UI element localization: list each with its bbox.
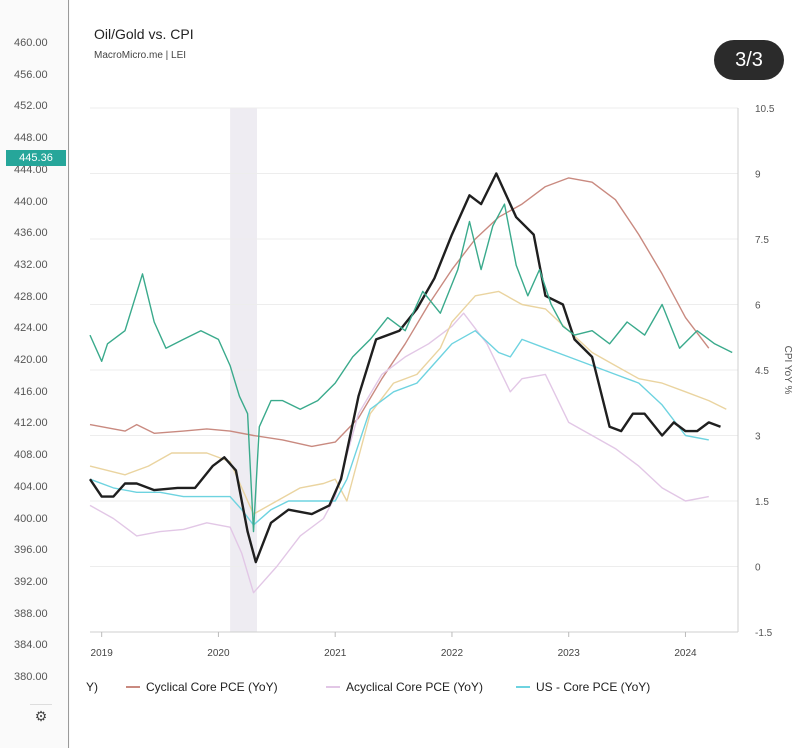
right-axis-label: CPI YoY % xyxy=(782,346,793,395)
left-price-axis[interactable] xyxy=(0,0,70,748)
left-axis-tick: 396.00 xyxy=(14,544,48,557)
left-axis-tick: 428.00 xyxy=(14,290,48,303)
right-axis-tick: 10.5 xyxy=(755,104,775,115)
left-axis-tick: 436.00 xyxy=(14,227,48,240)
left-axis-tick: 412.00 xyxy=(14,417,48,430)
x-axis-tick: 2020 xyxy=(207,648,230,659)
left-axis-tick: 424.00 xyxy=(14,322,48,335)
x-axis-tick: 2024 xyxy=(674,648,697,659)
legend-item[interactable]: Cyclical Core PCE (YoY) xyxy=(126,680,278,694)
left-axis-tick: 452.00 xyxy=(14,100,48,113)
left-axis-tick: 432.00 xyxy=(14,258,48,271)
series-line-1 xyxy=(89,312,709,594)
legend-item[interactable]: Y) xyxy=(86,680,98,694)
right-axis-tick: 9 xyxy=(755,170,761,181)
gear-icon[interactable]: ⚙ xyxy=(30,704,52,727)
series-line-5 xyxy=(89,203,733,533)
left-axis-tick: 448.00 xyxy=(14,132,48,145)
x-axis-tick: 2021 xyxy=(324,648,347,659)
left-axis-tick: 384.00 xyxy=(14,639,48,652)
right-axis-tick: 1.5 xyxy=(755,497,769,508)
left-axis-tick: 444.00 xyxy=(14,163,48,176)
left-axis-tick: 388.00 xyxy=(14,607,48,620)
chart-title: Oil/Gold vs. CPI xyxy=(94,26,194,42)
x-axis-tick: 2022 xyxy=(441,648,464,659)
left-axis-tick: 380.00 xyxy=(14,671,48,683)
legend-label: Cyclical Core PCE (YoY) xyxy=(146,680,278,694)
legend-label: Y) xyxy=(86,680,98,694)
right-axis-tick: 7.5 xyxy=(755,235,769,246)
right-axis-tick: 6 xyxy=(755,301,761,312)
left-axis-tick: 460.00 xyxy=(14,37,48,49)
right-axis-tick: 4.5 xyxy=(755,366,769,377)
chart-subtitle: MacroMicro.me | LEI xyxy=(94,50,187,61)
legend-label: US - Core PCE (YoY) xyxy=(536,680,651,694)
legend-swatch xyxy=(516,686,530,688)
top-strip xyxy=(0,0,805,10)
legend-swatch xyxy=(126,686,140,688)
series-line-3 xyxy=(89,330,709,526)
x-axis-tick: 2023 xyxy=(558,648,581,659)
left-axis-tick: 420.00 xyxy=(14,354,48,366)
left-axis-tick: 456.00 xyxy=(14,68,48,81)
left-axis-tick: 400.00 xyxy=(14,512,48,525)
x-axis-tick: 2019 xyxy=(91,648,114,659)
series-line-4 xyxy=(89,172,721,564)
left-axis-tick: 416.00 xyxy=(14,385,48,398)
legend-swatch xyxy=(326,686,340,688)
series-line-0 xyxy=(89,177,710,448)
current-price-label: 445.36 xyxy=(6,150,66,166)
left-axis-tick: 392.00 xyxy=(14,575,48,588)
right-axis-tick: 0 xyxy=(755,563,761,574)
left-axis-tick: 404.00 xyxy=(14,480,48,493)
right-axis-tick: 3 xyxy=(755,432,761,443)
legend-label: Acyclical Core PCE (YoY) xyxy=(346,680,483,694)
left-axis-line xyxy=(68,0,69,748)
legend-item[interactable]: Acyclical Core PCE (YoY) xyxy=(326,680,483,694)
legend-item[interactable]: US - Core PCE (YoY) xyxy=(516,680,650,694)
left-axis-tick: 440.00 xyxy=(14,195,48,208)
right-axis-tick: -1.5 xyxy=(755,628,773,639)
left-axis-tick: 408.00 xyxy=(14,449,48,462)
page-indicator-badge[interactable]: 3/3 xyxy=(714,40,784,80)
